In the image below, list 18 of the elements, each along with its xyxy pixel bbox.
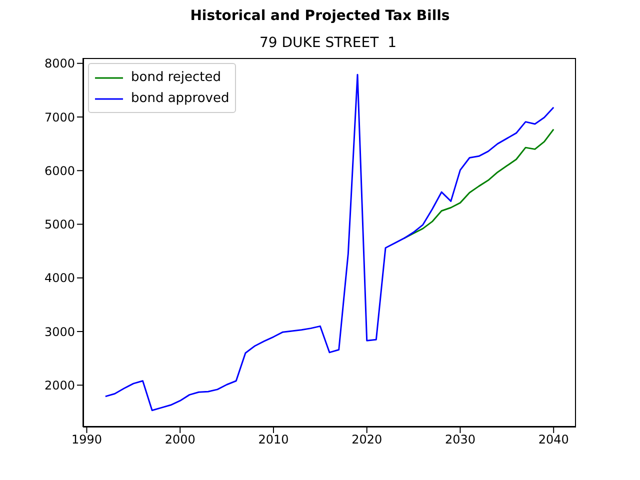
x-tick-label: 2030 xyxy=(444,432,476,447)
x-tick-label: 2010 xyxy=(258,432,289,447)
legend-label: bond rejected xyxy=(131,70,221,85)
x-tick-label: 2020 xyxy=(352,432,382,447)
x-tick-label: 1990 xyxy=(71,432,102,447)
legend-label: bond approved xyxy=(131,91,230,106)
y-tick-label: 5000 xyxy=(44,218,75,232)
y-tick-label: 4000 xyxy=(44,271,75,286)
y-tick-label: 2000 xyxy=(44,378,75,392)
chart-subtitle: 79 DUKE STREET 1 xyxy=(258,35,398,51)
y-tick-label: 3000 xyxy=(44,324,75,339)
x-tick-label: 2040 xyxy=(538,432,569,447)
chart-title: Historical and Projected Tax Bills xyxy=(189,8,451,24)
y-tick-label: 8000 xyxy=(44,56,75,71)
x-tick-label: 2000 xyxy=(164,432,196,447)
y-tick-label: 6000 xyxy=(44,164,75,178)
y-tick-label: 7000 xyxy=(44,110,75,124)
line-series xyxy=(403,128,554,239)
